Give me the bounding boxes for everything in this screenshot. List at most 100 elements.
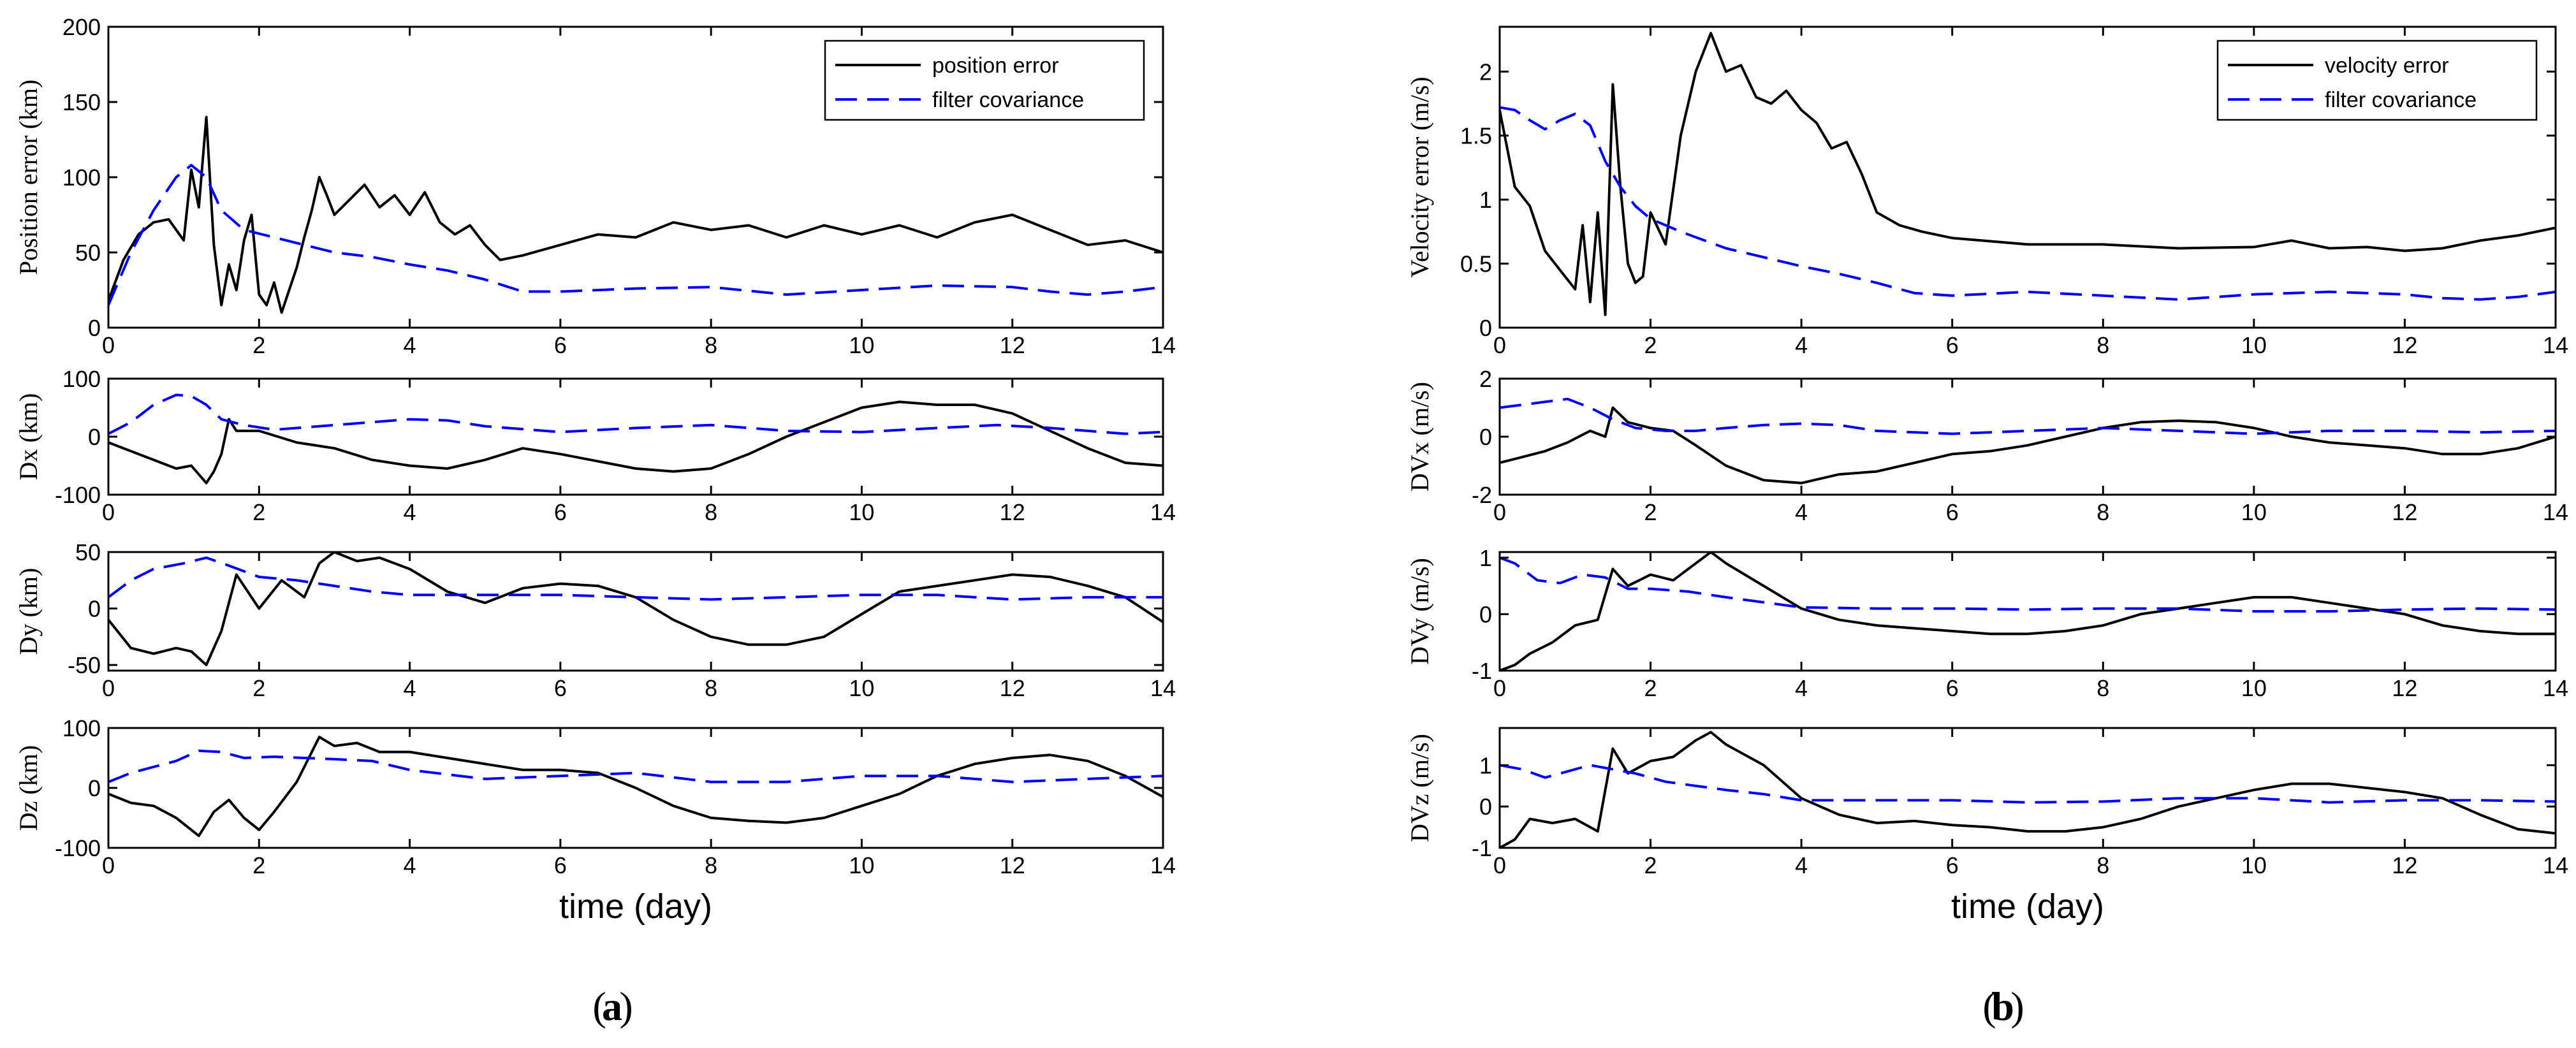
x-tick-label: 10: [2241, 332, 2267, 358]
y-tick-label: 0: [1479, 794, 1492, 820]
x-tick-label: 10: [2241, 499, 2267, 525]
x-tick-label: 10: [849, 332, 874, 358]
x-tick-label: 12: [2392, 675, 2417, 701]
x-tick-label: 12: [2392, 852, 2417, 878]
y-tick-label: -100: [55, 482, 101, 508]
x-tick-label: 14: [2543, 675, 2568, 701]
x-tick-label: 4: [1795, 332, 1808, 358]
legend-label: filter covariance: [932, 88, 1084, 112]
legend-box: [824, 40, 1145, 121]
legend-label: filter covariance: [2325, 88, 2477, 112]
x-tick-label: 2: [252, 499, 265, 525]
x-tick-label: 2: [1644, 332, 1657, 358]
legend-label: velocity error: [2325, 54, 2449, 78]
series-line-error: [1500, 406, 2556, 484]
x-tick-label: 0: [102, 675, 115, 701]
y-tick-label: 200: [62, 14, 101, 40]
x-tick-label: 8: [705, 332, 717, 358]
panel-label-a-close: ): [619, 984, 633, 1029]
x-tick-label: 4: [404, 499, 416, 525]
series-line-error: [1500, 32, 2556, 316]
y-tick-label: -2: [1472, 482, 1492, 508]
x-tick-label: 14: [2543, 499, 2568, 525]
x-tick-label: 4: [1795, 675, 1808, 701]
x-tick-label: 6: [1946, 499, 1959, 525]
series-line-error: [1500, 552, 2556, 671]
plot-frame: [1498, 727, 2557, 849]
x-tick-label: 2: [1644, 499, 1657, 525]
y-axis-label: Dy (km): [14, 568, 43, 655]
legend: velocity error filter covariance: [2216, 40, 2538, 121]
x-tick-label: 8: [705, 499, 717, 525]
series-line-filter-covariance: [1500, 764, 2556, 804]
x-tick-label: 10: [2241, 852, 2267, 878]
plot-frame: [1498, 25, 2557, 329]
series-line-filter-covariance: [1500, 106, 2556, 301]
series-line-filter-covariance: [108, 749, 1163, 783]
legend-label: position error: [932, 54, 1058, 78]
x-tick-label: 14: [1150, 332, 1176, 358]
x-tick-label: 0: [102, 332, 115, 358]
series-line-error: [108, 400, 1163, 484]
x-tick-label: 8: [2097, 852, 2109, 878]
x-tick-label: 14: [2543, 332, 2568, 358]
series-line-filter-covariance: [1500, 397, 2556, 435]
y-axis-label: DVx (m/s): [1405, 382, 1434, 491]
y-tick-label: 1: [1479, 752, 1492, 778]
x-tick-label: 4: [1795, 499, 1808, 525]
x-tick-label: 10: [849, 675, 874, 701]
y-tick-label: 0: [88, 315, 101, 341]
y-tick-label: 150: [62, 89, 101, 115]
y-tick-label: 0: [88, 424, 101, 450]
series-line-filter-covariance: [108, 556, 1163, 601]
x-tick-label: 14: [1150, 499, 1176, 525]
y-tick-label: 100: [62, 164, 101, 191]
x-tick-label: 0: [102, 499, 115, 525]
y-tick-label: 50: [75, 240, 101, 266]
y-tick-label: 1: [1479, 187, 1492, 213]
y-axis-label: Position error (km): [14, 80, 43, 275]
panel-label-a: ( a ): [592, 984, 633, 1029]
x-tick-label: 8: [705, 675, 717, 701]
y-axis-label: Dx (km): [14, 393, 43, 481]
y-tick-label: 0: [88, 596, 101, 622]
y-tick-label: 100: [62, 715, 101, 741]
x-tick-label: 8: [2097, 499, 2109, 525]
x-axis-label: time (day): [559, 887, 712, 926]
x-tick-label: 0: [1493, 852, 1506, 878]
panel-label-b-close: ): [2010, 984, 2024, 1029]
panel-label-a-open: (: [592, 984, 606, 1029]
x-tick-label: 2: [1644, 852, 1657, 878]
panel-label-a-text: a: [602, 984, 622, 1029]
x-tick-label: 10: [849, 852, 874, 878]
x-tick-label: 8: [2097, 675, 2109, 701]
legend-box: [2216, 40, 2538, 121]
x-tick-label: 8: [705, 852, 717, 878]
y-axis-label: Dz (km): [14, 745, 43, 831]
x-tick-label: 10: [2241, 675, 2267, 701]
x-tick-label: 8: [2097, 332, 2109, 358]
x-tick-label: 6: [554, 852, 567, 878]
x-tick-label: 4: [404, 852, 416, 878]
series-line-error: [108, 552, 1163, 667]
x-tick-label: 0: [1493, 332, 1506, 358]
x-tick-label: 14: [1150, 675, 1176, 701]
x-tick-label: 6: [1946, 675, 1959, 701]
x-tick-label: 2: [1644, 675, 1657, 701]
y-tick-label: 1.5: [1460, 123, 1492, 149]
x-tick-label: 2: [252, 852, 265, 878]
x-tick-label: 4: [1795, 852, 1808, 878]
y-tick-label: 2: [1479, 366, 1492, 392]
y-tick-label: 2: [1479, 59, 1492, 85]
panel-label-b-open: (: [1982, 984, 1996, 1029]
x-tick-label: 2: [252, 675, 265, 701]
y-tick-label: 0: [1479, 315, 1492, 341]
panel-label-b-text: b: [1991, 984, 2014, 1029]
